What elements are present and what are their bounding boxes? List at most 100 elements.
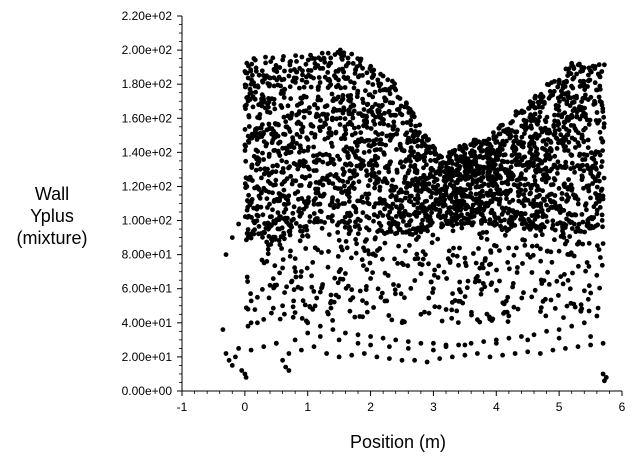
data-point	[600, 106, 606, 112]
data-point	[510, 281, 516, 286]
data-point	[558, 220, 564, 226]
data-point	[518, 211, 524, 216]
data-point	[299, 347, 304, 353]
data-point	[266, 189, 272, 195]
data-point	[300, 298, 306, 304]
data-point	[384, 133, 390, 139]
data-point	[367, 260, 373, 266]
data-point	[311, 289, 317, 294]
data-point	[289, 279, 294, 285]
data-point	[519, 200, 525, 206]
data-point	[295, 189, 301, 195]
data-point	[223, 351, 229, 356]
data-point	[336, 354, 342, 360]
data-point	[306, 72, 311, 78]
data-point	[257, 131, 263, 136]
data-point	[269, 140, 275, 146]
data-point	[254, 212, 260, 218]
data-point	[263, 60, 268, 66]
data-point	[493, 140, 499, 145]
data-point	[370, 251, 376, 257]
data-point	[532, 216, 538, 222]
data-point	[288, 68, 293, 74]
data-point	[310, 260, 316, 265]
data-point	[579, 99, 584, 104]
data-point	[478, 167, 484, 172]
data-point	[254, 156, 259, 162]
data-point	[256, 224, 262, 229]
data-point	[305, 320, 311, 326]
data-point	[302, 224, 307, 230]
data-point	[505, 126, 511, 132]
data-point	[431, 286, 436, 292]
data-point	[375, 107, 381, 113]
data-point	[538, 228, 543, 234]
data-point	[279, 88, 285, 94]
data-point	[273, 218, 278, 224]
data-point	[366, 149, 372, 154]
data-point	[502, 309, 507, 315]
data-point	[601, 121, 607, 127]
data-point	[585, 222, 591, 227]
data-point	[499, 158, 505, 164]
data-point	[408, 218, 414, 223]
data-point	[504, 138, 509, 144]
data-point	[574, 71, 579, 77]
data-point	[404, 120, 410, 125]
data-point	[487, 150, 493, 156]
y-tick-label: 6.00e+01	[122, 282, 173, 296]
data-point	[514, 270, 520, 275]
data-point	[271, 75, 277, 81]
data-point	[274, 65, 279, 71]
data-point	[420, 225, 425, 231]
data-point	[534, 188, 540, 193]
data-point	[349, 122, 355, 127]
data-point	[283, 119, 289, 125]
data-point	[361, 123, 366, 129]
data-point	[408, 286, 414, 291]
data-point	[461, 221, 467, 226]
data-point	[281, 114, 287, 120]
data-point	[476, 197, 482, 203]
data-point	[562, 225, 568, 231]
data-point	[294, 112, 299, 118]
data-point	[357, 198, 363, 204]
data-point	[335, 198, 340, 204]
data-point	[273, 340, 279, 346]
data-point	[286, 165, 291, 171]
y-axis-title-line-1: Wall	[35, 184, 69, 204]
data-point	[487, 221, 492, 226]
data-point	[415, 256, 421, 261]
data-point	[540, 211, 546, 217]
data-point	[367, 92, 373, 97]
data-point	[252, 307, 258, 312]
data-point	[384, 180, 390, 186]
data-point	[513, 112, 519, 118]
data-point	[345, 121, 351, 127]
data-point	[597, 129, 603, 135]
data-point	[391, 282, 396, 287]
data-point	[382, 298, 388, 304]
data-point	[535, 99, 541, 105]
data-point	[396, 210, 402, 216]
data-point	[388, 194, 394, 200]
data-point	[398, 291, 404, 297]
data-point	[454, 308, 460, 314]
data-point	[581, 185, 586, 191]
data-point	[406, 198, 412, 204]
data-point	[375, 214, 381, 219]
data-point	[315, 219, 321, 225]
data-point	[496, 152, 502, 158]
data-point	[507, 266, 512, 272]
data-point	[402, 104, 408, 110]
data-point	[355, 91, 360, 96]
data-point	[542, 147, 548, 152]
data-point	[561, 135, 566, 141]
data-point	[600, 224, 605, 230]
data-point	[401, 219, 406, 224]
data-point	[326, 130, 332, 136]
data-point	[359, 194, 365, 200]
data-point	[436, 263, 442, 269]
data-point	[451, 245, 456, 251]
data-point	[429, 165, 434, 171]
